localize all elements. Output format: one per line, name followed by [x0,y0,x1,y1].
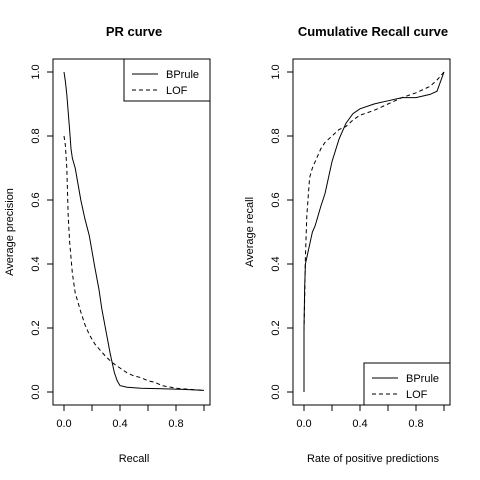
pr-series-lines [63,71,205,391]
cr-y-axis-label: Average recall [244,197,256,267]
pr-x-tick-label: 0.8 [168,418,183,430]
pr-x-tick-label: 0.4 [112,418,127,430]
pr-y-tick-label: 0.0 [30,384,42,399]
pr-chart-title: PR curve [106,24,162,39]
pr-x-axis: 0.0 0.4 0.8 [56,404,205,430]
pr-y-axis-label: Average precision [4,188,16,276]
pr-series-bprule [63,71,205,391]
cr-y-axis: 0.0 0.2 0.4 0.6 0.8 1.0 [270,64,294,400]
cr-series-lines [303,71,445,392]
cr-legend: BPrule LOF [363,362,451,406]
cr-chart-title: Cumulative Recall curve [298,24,448,39]
cumulative-recall-panel: Cumulative Recall curve 0.0 0.4 0.8 0.0 0.2… [244,24,451,465]
pr-y-tick-label: 0.6 [30,192,42,207]
cr-y-tick-label: 0.0 [270,384,282,399]
cr-y-tick-label: 1.0 [270,64,282,79]
cr-legend-label-lof: LOF [406,389,428,401]
cr-series-lof [303,71,445,332]
cr-y-tick-label: 0.2 [270,320,282,335]
cr-y-tick-label: 0.8 [270,128,282,143]
cr-x-tick-label: 0.8 [408,418,423,430]
pr-y-tick-label: 0.2 [30,320,42,335]
cr-legend-label-bprule: BPrule [406,373,439,385]
cr-y-tick-label: 0.4 [270,256,282,271]
cr-x-tick-label: 0.4 [352,418,367,430]
cr-series-bprule [303,71,445,392]
cr-y-tick-label: 0.6 [270,192,282,207]
pr-legend: BPrule LOF [123,58,211,102]
cr-legend-box [363,362,451,406]
pr-y-axis: 0.0 0.2 0.4 0.6 0.8 1.0 [30,64,54,400]
cr-x-axis-label: Rate of positive predictions [307,453,440,465]
pr-x-axis-label: Recall [119,453,150,465]
pr-y-tick-label: 0.8 [30,128,42,143]
pr-curve-panel: PR curve 0.0 0.4 0.8 0.0 0.2 0.4 0.6 0.8 1.0 Re… [4,24,211,465]
pr-y-tick-label: 0.4 [30,256,42,271]
pr-y-tick-label: 1.0 [30,64,42,79]
pr-legend-label-lof: LOF [166,85,188,97]
pr-legend-label-bprule: BPrule [166,69,199,81]
pr-series-lof [63,135,205,391]
pr-legend-box [123,58,211,102]
pr-x-tick-label: 0.0 [56,418,71,430]
cr-x-tick-label: 0.0 [296,418,311,430]
